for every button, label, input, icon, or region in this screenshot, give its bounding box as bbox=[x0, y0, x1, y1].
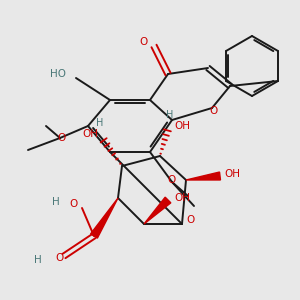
Text: H: H bbox=[166, 110, 174, 120]
Text: O: O bbox=[210, 106, 218, 116]
Text: H: H bbox=[96, 118, 104, 128]
Text: O: O bbox=[70, 199, 78, 209]
Polygon shape bbox=[91, 198, 118, 238]
Text: OH: OH bbox=[174, 121, 190, 131]
Text: OH: OH bbox=[224, 169, 240, 179]
Text: H: H bbox=[34, 255, 42, 265]
Text: O: O bbox=[140, 37, 148, 47]
Text: O: O bbox=[168, 175, 176, 185]
Text: O: O bbox=[56, 253, 64, 263]
Text: HO: HO bbox=[50, 69, 66, 79]
Polygon shape bbox=[144, 197, 171, 224]
Text: O: O bbox=[58, 133, 66, 143]
Polygon shape bbox=[186, 172, 220, 180]
Text: H: H bbox=[52, 197, 60, 207]
Text: OH: OH bbox=[174, 193, 190, 203]
Text: O: O bbox=[186, 215, 194, 225]
Text: OH: OH bbox=[82, 129, 98, 139]
